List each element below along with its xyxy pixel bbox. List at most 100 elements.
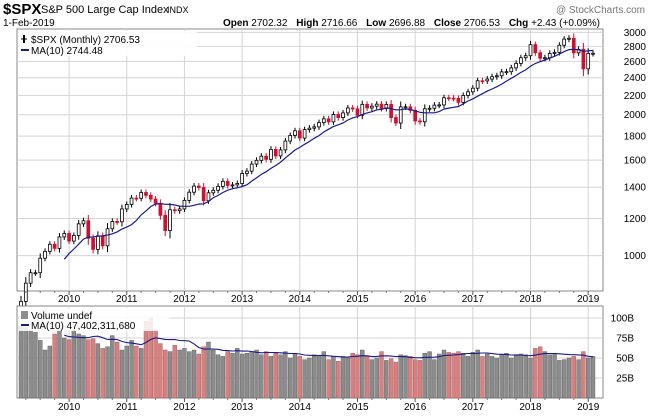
candle-body [134,197,139,200]
candle [168,202,172,239]
volume-bar [360,349,365,399]
candle [278,146,283,160]
bottom-year-label: 2015 [346,402,369,413]
chg-label: Chg [509,18,528,29]
volume-bar [129,340,134,399]
close-label: Close [434,18,462,29]
candle-body [591,52,595,55]
candle [321,115,326,126]
price-legend-ma: MA(10) 2744.48 [21,46,103,57]
volume-bar [331,356,336,399]
candle-body [312,126,317,129]
volume-tick-label: 25B [616,374,634,385]
candle [528,40,533,60]
candle [177,205,182,214]
price-tick-label: 3000 [624,28,647,39]
candle-body [192,185,196,193]
candle [446,94,451,102]
candle-body [283,140,288,151]
candle [57,233,62,253]
volume-bar [437,353,442,399]
candle [432,102,437,112]
price-tick-label: 2600 [624,57,647,68]
candle-body [567,37,571,40]
candle [567,35,571,43]
candle-body [514,62,518,69]
volume-bar [211,349,216,399]
candle-body [446,97,451,100]
mid-year-label: 2018 [519,294,542,305]
candle [591,50,595,57]
candle [273,146,278,160]
candle-body [408,106,413,111]
volume-bar [52,333,57,399]
volume-legend-series: Volume undef [21,311,92,322]
exchange-label: INDX [167,5,189,15]
volume-bar [259,354,264,399]
candle [182,197,187,213]
volume-bar [355,354,360,399]
candle-body [168,209,172,231]
candle [336,111,341,121]
candle [33,269,38,276]
candle [341,109,345,121]
candle [230,181,235,189]
price-panel: 1000 1200 1400 1600 1800 2000 2200 2400 2600 2800… [16,28,647,325]
candle [62,230,67,241]
bottom-year-label: 2018 [519,402,542,413]
candle-body [490,76,494,80]
volume-bar [196,353,202,399]
candle-body [264,155,268,160]
candle-body [216,185,220,191]
candle-body [206,192,211,202]
candle [389,100,393,123]
volume-bar [499,354,504,399]
candle-body [379,103,384,109]
candle [394,114,398,127]
time-axis-bottom: 2010 2011 2012 2013 2014 2015 2016 2017 2018 2019 [25,398,600,413]
candle-body [297,130,302,139]
mid-year-label: 2013 [231,294,254,305]
price-legend-series-label: $SPX (Monthly) 2706.53 [31,35,140,46]
candle-body [158,202,163,216]
price-tick-label: 1800 [624,132,647,143]
candle [91,234,95,254]
candle-body [293,130,297,136]
high-value: 2716.66 [321,18,358,29]
candle [523,52,528,61]
candle [475,77,480,92]
volume-bar [566,357,572,399]
volume-tick-label: 50B [616,354,634,365]
volume-bar [288,357,293,399]
candle-body [302,129,307,139]
candle [533,41,538,56]
candle-body [96,235,100,250]
volume-bar [143,321,149,399]
candle-body [182,200,187,210]
volume-bar [278,354,283,399]
candle [509,64,514,75]
candle [317,119,321,130]
candle-body [495,75,499,78]
volume-bar [388,358,394,399]
volume-bar [302,359,307,399]
volume-bar [182,348,187,399]
mid-year-label: 2014 [289,294,312,305]
volume-bar [571,356,576,399]
price-tick-label: 2400 [624,73,647,84]
candle [216,183,220,194]
volume-bar [432,359,437,399]
bottom-year-label: 2014 [289,402,312,413]
volume-bar [66,339,72,399]
candle-body [543,57,547,60]
candle [418,117,422,125]
volume-bar [408,356,413,399]
candle-body [76,223,81,236]
volume-bar [326,359,331,399]
bottom-year-label: 2012 [173,402,196,413]
candle [470,85,475,95]
volume-bar [465,356,471,399]
watermark: @ StockCharts.com [556,5,645,16]
volume-bar [71,330,77,399]
